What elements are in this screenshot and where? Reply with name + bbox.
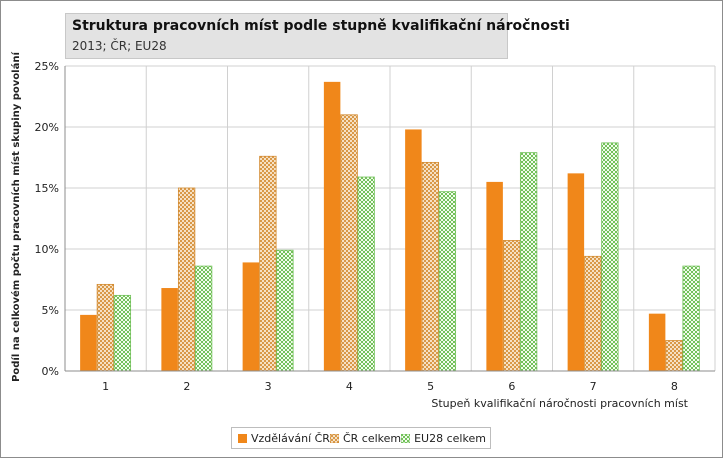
bar-vzd-l-v-n-r [323,81,341,372]
bar-vzd-l-v-n-r [486,181,503,371]
legend-item: EU28 celkem [401,432,486,445]
bar-vzd-l-v-n-r [80,314,97,371]
y-tick-label: 15% [35,182,59,195]
bar-eu28-celkem [438,191,457,372]
chart-subtitle: 2013; ČR; EU28 [72,39,167,53]
bar--r-celkem [340,114,358,372]
legend-label: ČR celkem [342,431,402,445]
x-tick-label: 3 [265,380,272,393]
bar-eu28-celkem [519,152,538,372]
x-tick-label: 8 [671,380,678,393]
bar-vzd-l-v-n-r [161,288,178,371]
bar-eu28-celkem [194,265,213,372]
chart-title-box: Struktura pracovních míst podle stupně k… [65,13,570,59]
bar--r-celkem [665,340,683,372]
bar-vzd-l-v-n-r [405,129,422,371]
x-tick-label: 1 [102,380,109,393]
bar-vzd-l-v-n-r [567,173,585,371]
legend-item: Vzdělávání ČR [238,432,330,445]
bar-eu28-celkem [113,294,132,372]
legend-label: EU28 celkem [414,431,486,445]
y-tick-label: 0% [42,365,59,378]
bar--r-celkem [502,240,521,372]
bar--r-celkem [421,161,440,372]
legend-swatch-solid [238,433,247,443]
bar--r-celkem [177,187,196,372]
y-tick-label: 5% [42,304,59,317]
y-tick-label: 25% [35,60,59,73]
x-tick-label: 4 [346,380,353,393]
bar-eu28-celkem [601,142,619,372]
bar--r-celkem [584,255,602,372]
y-axis-label: Podíl na celkovém počtu pracovních míst … [10,52,22,382]
x-tick-label: 6 [508,380,515,393]
bar-eu28-celkem [682,265,700,372]
legend-item: ČR celkem [329,431,402,445]
x-tick-label: 5 [427,380,434,393]
y-tick-label: 10% [35,243,59,256]
bar-eu28-celkem [276,249,294,372]
legend-swatch-cross [329,433,339,443]
legend-label: Vzdělávání ČR [251,431,330,445]
x-axis-label: Stupeň kvalifikační náročnosti pracovníc… [431,397,688,410]
bar-vzd-l-v-n-r [648,313,666,371]
x-tick-label: 2 [183,380,190,393]
bar--r-celkem [96,283,115,372]
x-tick-label: 7 [590,380,597,393]
bar--r-celkem [259,155,277,372]
chart-legend: Vzdělávání ČR ČR celkem EU28 celkem [231,427,491,449]
chart-title: Struktura pracovních míst podle stupně k… [72,18,570,34]
bar-eu28-celkem [357,176,375,372]
legend-swatch-check [401,433,411,443]
bar-vzd-l-v-n-r [242,262,260,371]
y-tick-label: 20% [35,121,59,134]
